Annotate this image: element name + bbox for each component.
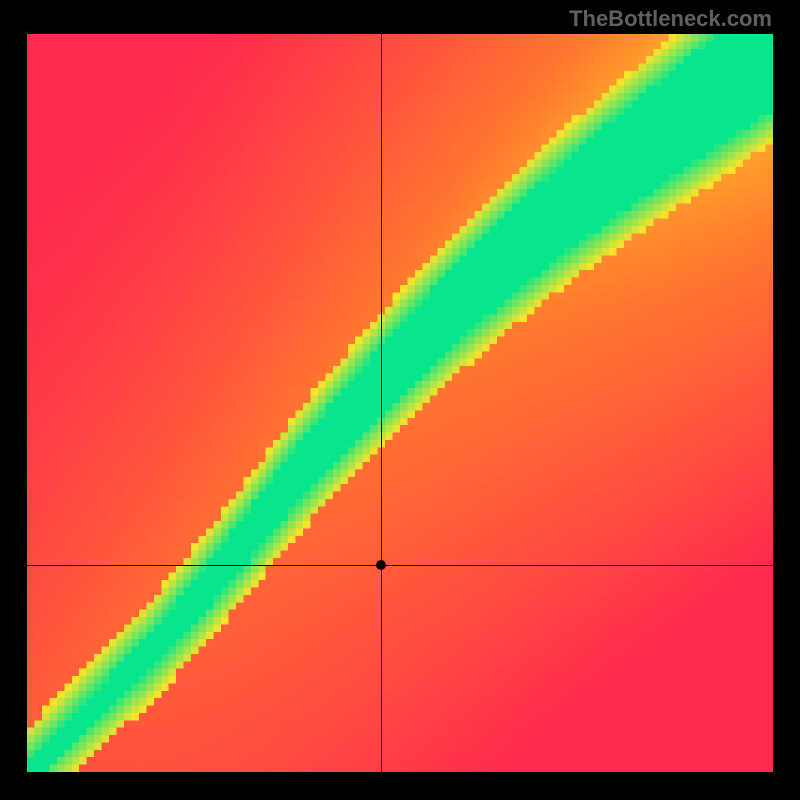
heatmap-canvas	[27, 34, 773, 772]
crosshair-horizontal	[27, 565, 773, 566]
crosshair-vertical	[381, 34, 382, 772]
crosshair-marker	[376, 560, 386, 570]
heatmap-plot	[27, 34, 773, 772]
chart-container: TheBottleneck.com	[0, 0, 800, 800]
watermark-text: TheBottleneck.com	[569, 6, 772, 32]
